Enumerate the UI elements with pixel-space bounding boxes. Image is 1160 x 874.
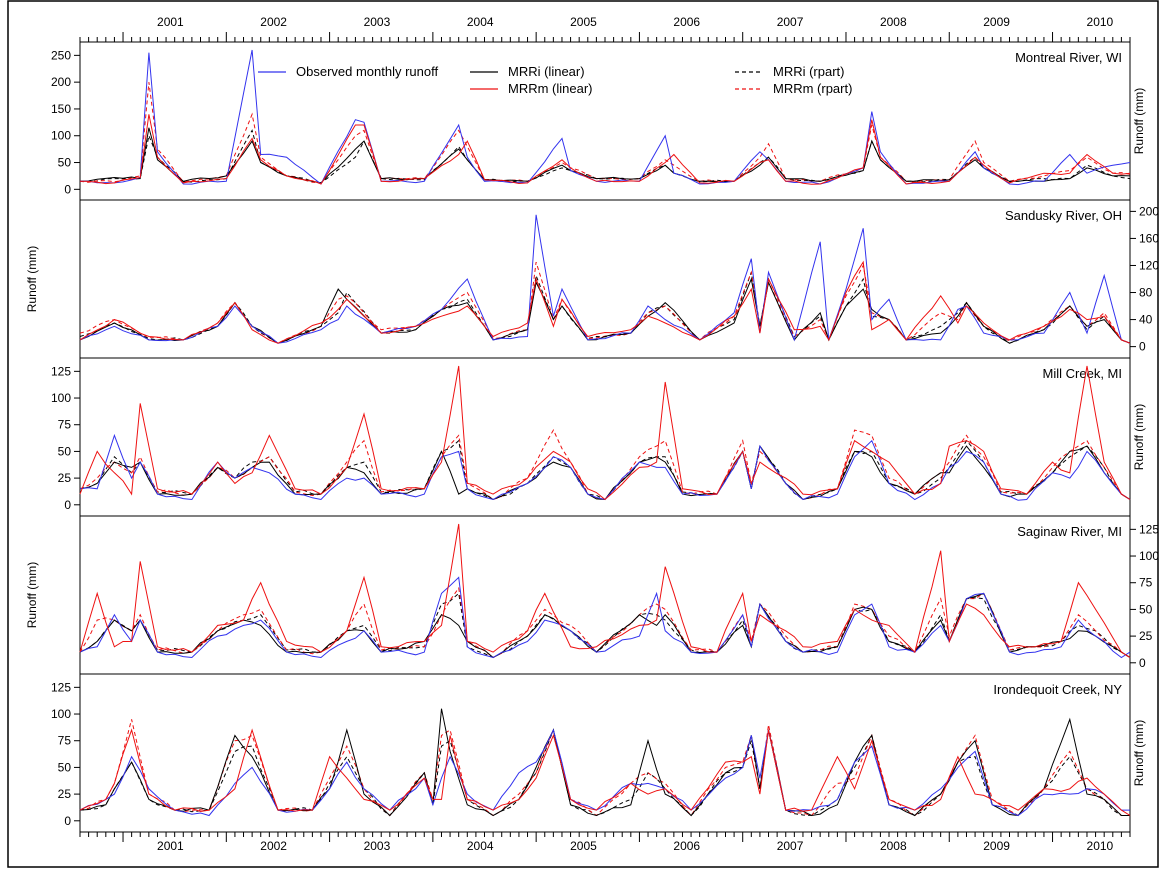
- legend-label: MRRm (rpart): [773, 81, 852, 96]
- y-axis-label: Runoff (mm): [1132, 404, 1146, 470]
- y-axis-label: Runoff (mm): [1132, 88, 1146, 154]
- series-line-mrrm_rpart: [79, 82, 1131, 184]
- y-tick-label: 80: [1139, 286, 1153, 300]
- y-tick-label: 50: [58, 760, 72, 774]
- series-line-observed: [79, 214, 1131, 344]
- y-tick-label: 50: [1139, 602, 1153, 616]
- series-line-mrrm_linear: [79, 260, 1131, 344]
- series-line-observed: [79, 728, 1130, 817]
- series-line-observed: [79, 49, 1131, 186]
- y-tick-label: 200: [51, 75, 71, 89]
- panel-title: Sandusky River, OH: [1005, 208, 1122, 223]
- figure-border: [7, 0, 1159, 868]
- year-label-bottom: 2001: [157, 839, 184, 853]
- series-line-mrrm_linear: [79, 114, 1131, 185]
- year-label-bottom: 2005: [570, 839, 597, 853]
- y-tick-label: 100: [51, 391, 71, 405]
- series-line-mrri_rpart: [79, 129, 1131, 184]
- panel-frame-sandusky: [79, 199, 1131, 359]
- y-tick-label: 250: [51, 48, 71, 62]
- series-line-mrrm_linear: [79, 728, 1131, 816]
- year-label-bottom: 2007: [777, 839, 804, 853]
- year-label-bottom: 2004: [467, 839, 494, 853]
- y-tick-label: 25: [1139, 629, 1153, 643]
- y-tick-label: 160: [1139, 231, 1159, 245]
- y-tick-label: 200: [1139, 204, 1159, 218]
- panel-title: Montreal River, WI: [1015, 50, 1122, 65]
- panel-frame-millcreek: [79, 357, 1131, 517]
- legend-label: MRRi (linear): [508, 64, 585, 79]
- series-line-mrri_rpart: [79, 728, 1130, 817]
- y-axis-label: Runoff (mm): [1132, 720, 1146, 786]
- y-tick-label: 150: [51, 102, 71, 116]
- year-label-top: 2007: [777, 15, 804, 29]
- y-tick-label: 0: [64, 182, 71, 196]
- year-label-top: 2009: [983, 15, 1010, 29]
- series-line-mrri_rpart: [79, 592, 1131, 659]
- panel-frame-montreal: [79, 41, 1131, 201]
- year-label-top: 2001: [157, 15, 184, 29]
- year-label-bottom: 2009: [983, 839, 1010, 853]
- y-tick-label: 75: [58, 734, 72, 748]
- series-line-mrrm_linear: [79, 523, 1131, 658]
- y-tick-label: 100: [51, 707, 71, 721]
- y-tick-label: 100: [51, 129, 71, 143]
- year-label-top: 2003: [364, 15, 391, 29]
- y-tick-label: 125: [1139, 522, 1159, 536]
- year-label-top: 2005: [570, 15, 597, 29]
- panel-frame-irondequoit: [79, 673, 1131, 833]
- y-tick-label: 125: [51, 364, 71, 378]
- year-label-top: 2002: [260, 15, 287, 29]
- y-tick-label: 0: [64, 814, 71, 828]
- series-line-mrrm_rpart: [79, 261, 1131, 344]
- series-line-observed: [79, 433, 1131, 501]
- y-tick-label: 50: [58, 444, 72, 458]
- y-tick-label: 0: [1139, 340, 1146, 354]
- series-line-mrri_linear: [79, 708, 1130, 817]
- legend-label: MRRm (linear): [508, 81, 593, 96]
- year-label-top: 2004: [467, 15, 494, 29]
- y-axis-label: Runoff (mm): [25, 562, 39, 628]
- year-label-top: 2006: [673, 15, 700, 29]
- year-label-bottom: 2008: [880, 839, 907, 853]
- y-tick-label: 40: [1139, 313, 1153, 327]
- series-line-mrri_linear: [79, 592, 1131, 659]
- y-tick-label: 0: [1139, 656, 1146, 670]
- y-tick-label: 50: [58, 156, 72, 170]
- series-line-mrrm_rpart: [79, 429, 1131, 501]
- year-label-top: 2008: [880, 15, 907, 29]
- y-tick-label: 100: [1139, 549, 1159, 563]
- y-tick-label: 75: [58, 418, 72, 432]
- series-line-mrrm_linear: [79, 365, 1131, 501]
- year-label-top: 2010: [1087, 15, 1114, 29]
- y-tick-label: 25: [58, 787, 72, 801]
- panel-title: Irondequoit Creek, NY: [993, 682, 1122, 697]
- year-label-bottom: 2003: [364, 839, 391, 853]
- y-tick-label: 25: [58, 471, 72, 485]
- y-tick-label: 0: [64, 498, 71, 512]
- year-label-bottom: 2010: [1087, 839, 1114, 853]
- y-tick-label: 125: [51, 680, 71, 694]
- legend-label: Observed monthly runoff: [296, 64, 438, 79]
- y-tick-label: 75: [1139, 576, 1153, 590]
- y-tick-label: 120: [1139, 258, 1159, 272]
- panel-title: Mill Creek, MI: [1043, 366, 1122, 381]
- year-label-bottom: 2006: [673, 839, 700, 853]
- year-label-bottom: 2002: [260, 839, 287, 853]
- legend-label: MRRi (rpart): [773, 64, 845, 79]
- series-line-mrri_rpart: [79, 439, 1131, 501]
- panel-frame-saginaw: [79, 515, 1131, 675]
- y-axis-label: Runoff (mm): [25, 246, 39, 312]
- panel-title: Saginaw River, MI: [1017, 524, 1122, 539]
